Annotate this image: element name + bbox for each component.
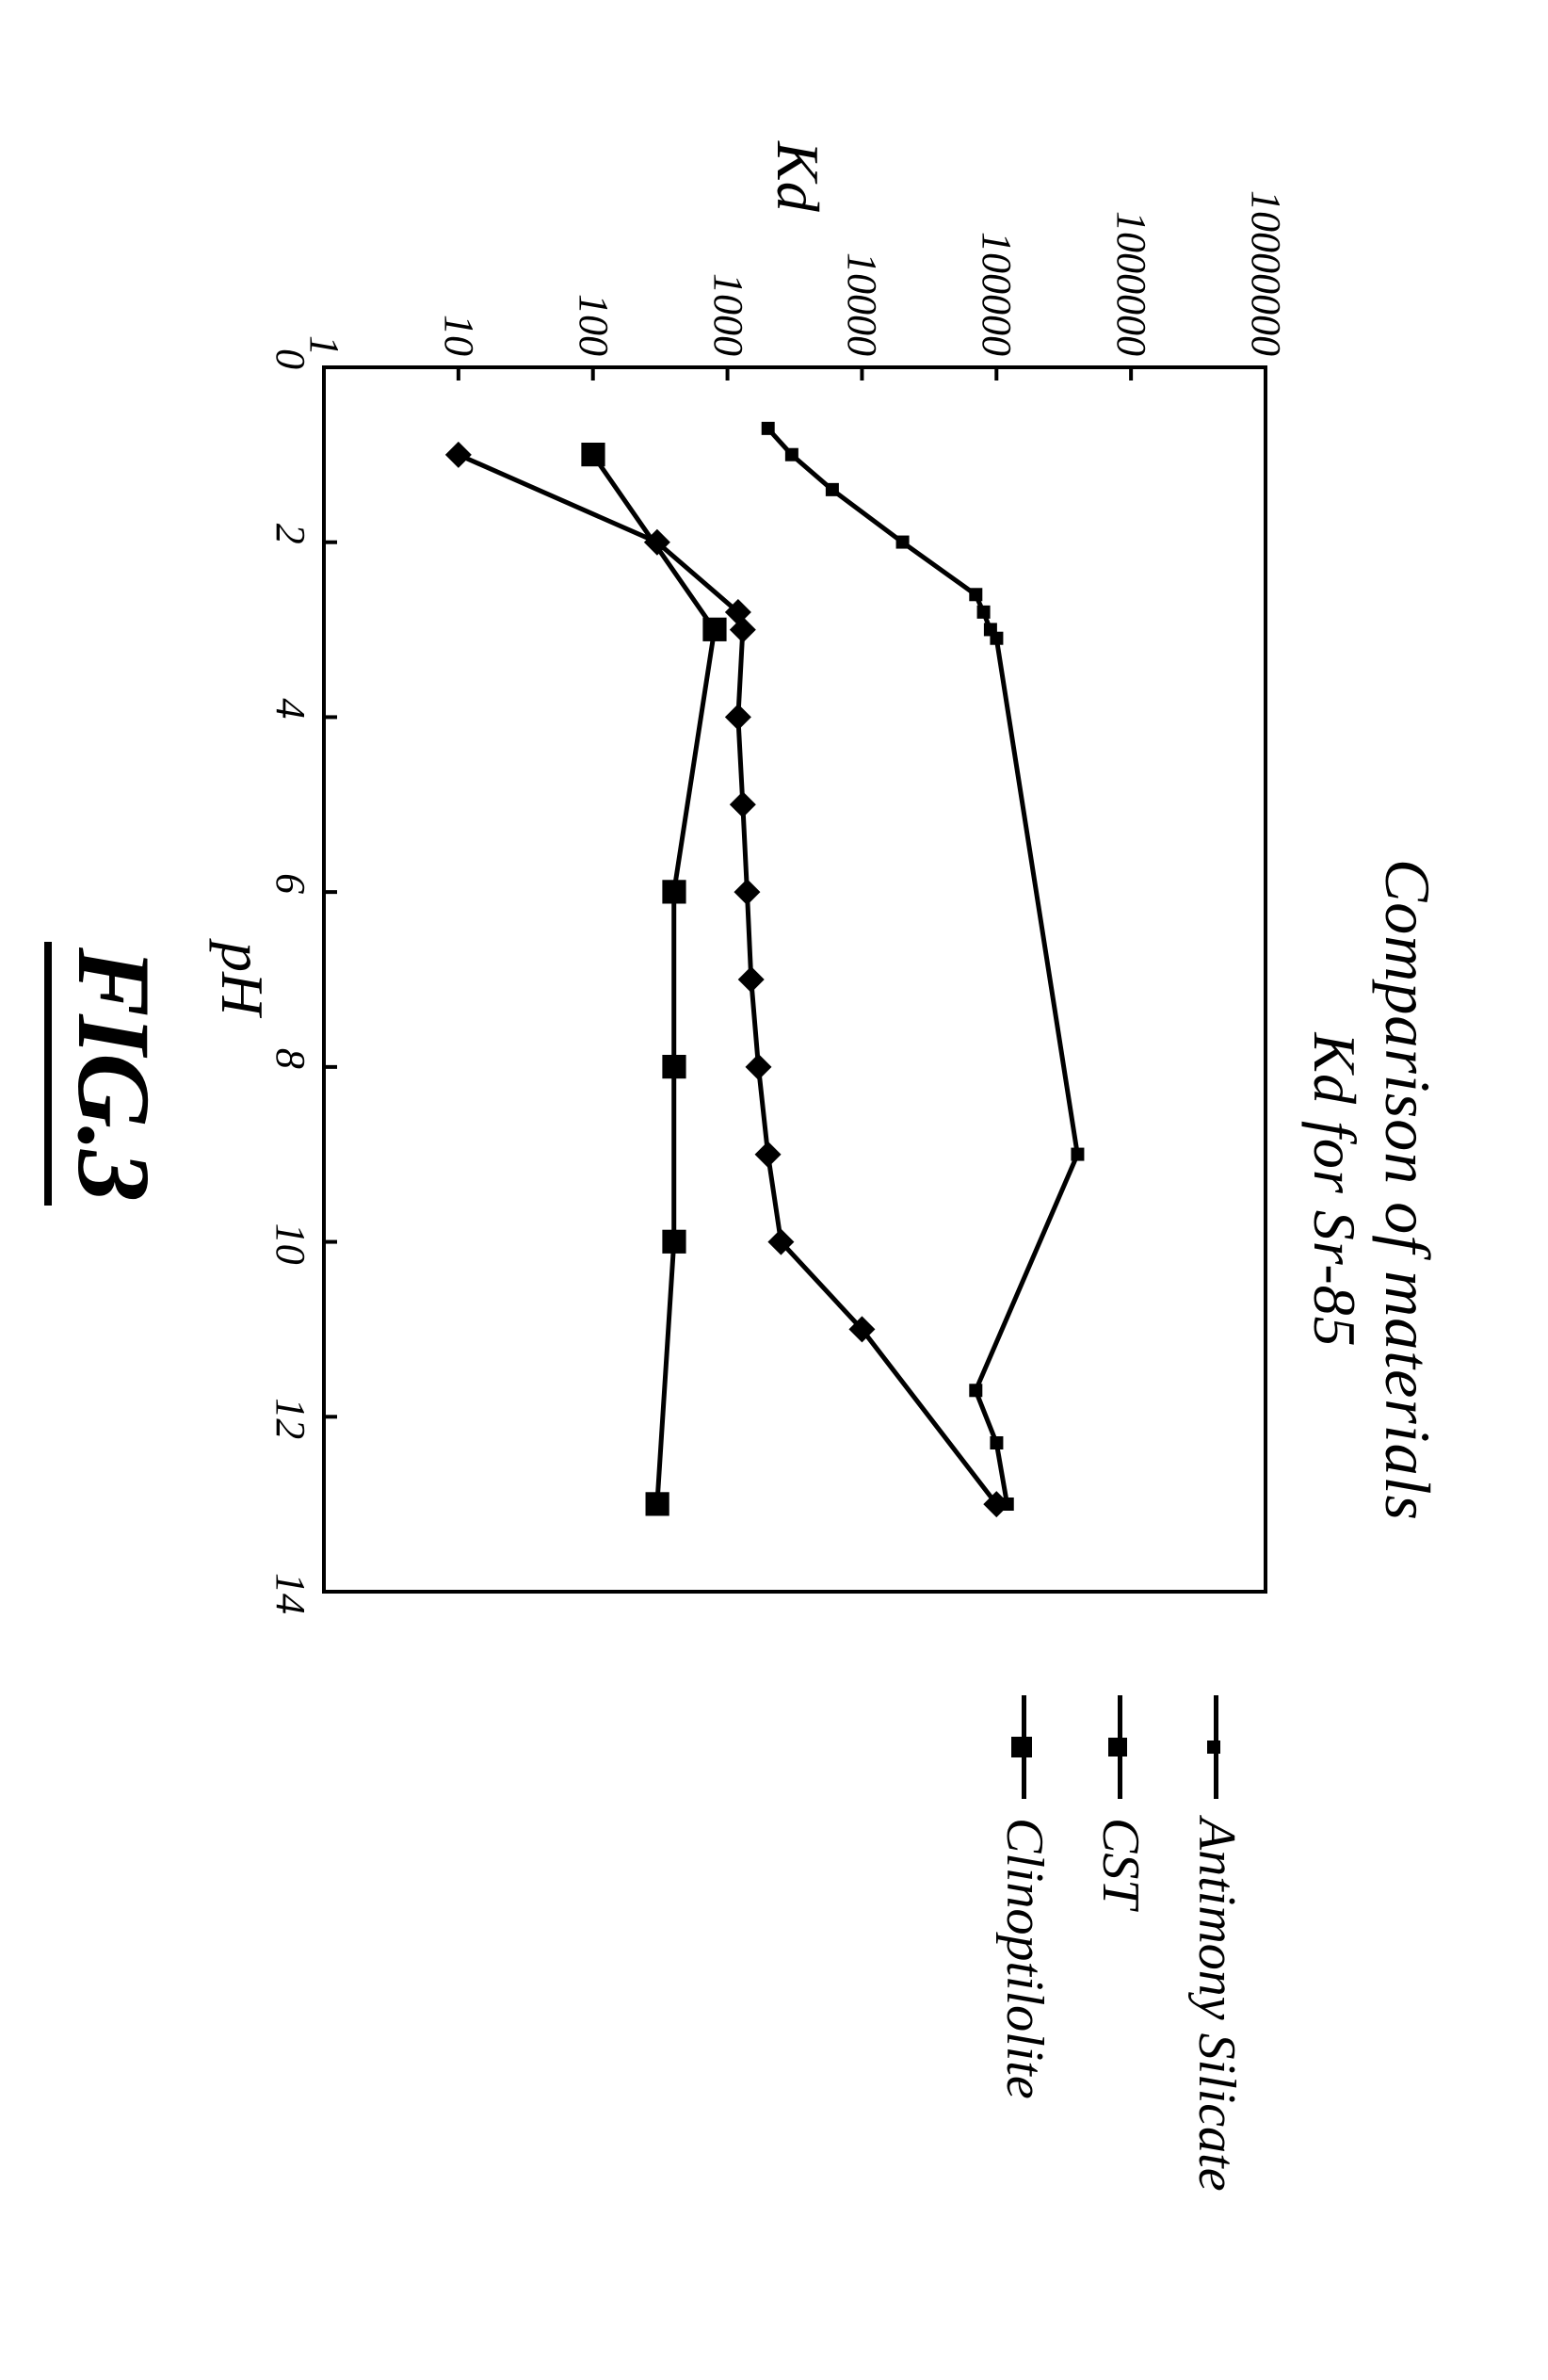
legend-item: CST (1090, 1695, 1151, 2192)
y-axis-label: Kd (763, 141, 832, 212)
legend-label: Clinoptilolite (994, 1818, 1055, 2099)
y-tick-label: 10000000 (1242, 190, 1290, 356)
legend-marker-antimony (1215, 1695, 1219, 1799)
legend-marker-clinoptilolite (1023, 1695, 1027, 1799)
figure-label: FIG.3 (44, 942, 173, 1206)
y-tick-label: 1000 (704, 273, 752, 356)
legend-label: CST (1090, 1818, 1151, 1909)
legend-item: Clinoptilolite (994, 1695, 1055, 2192)
x-tick-label: 2 (266, 524, 314, 544)
x-tick-label: 8 (266, 1048, 314, 1069)
legend-marker-cst (1119, 1695, 1123, 1799)
x-tick-label: 12 (266, 1398, 314, 1439)
x-tick-label: 14 (266, 1573, 314, 1614)
legend-label: Antimony Silicate (1186, 1818, 1247, 2192)
x-axis-label: pH (207, 942, 277, 1015)
legend: Antimony Silicate CST Clinoptilolite (959, 1695, 1247, 2192)
y-tick-label: 1 (300, 335, 348, 356)
x-tick-label: 4 (266, 698, 314, 719)
y-tick-label: 10 (435, 315, 483, 356)
chart-title-line2: Kd for Sr-85 (1299, 0, 1369, 2380)
x-tick-label: 6 (266, 873, 314, 894)
chart-svg (324, 367, 1266, 1592)
legend-item: Antimony Silicate (1186, 1695, 1247, 2192)
x-tick-label: 10 (266, 1223, 314, 1265)
plot-area (324, 367, 1266, 1592)
y-tick-label: 100000 (973, 232, 1021, 356)
y-tick-label: 100 (570, 294, 618, 356)
y-tick-label: 1000000 (1107, 211, 1155, 356)
y-tick-label: 10000 (838, 252, 886, 356)
chart-title-line1: Comparison of materials (1370, 0, 1444, 2380)
